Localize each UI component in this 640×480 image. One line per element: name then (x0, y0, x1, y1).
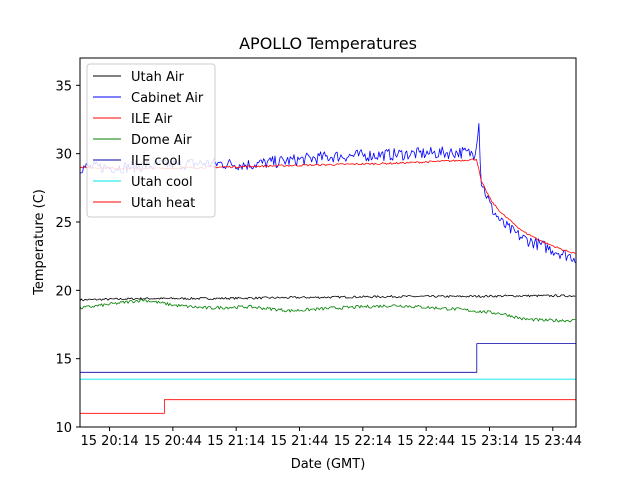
y-tick-label: 35 (55, 79, 72, 94)
legend-label: Utah Air (131, 70, 184, 85)
x-tick-label: 15 21:14 (207, 434, 265, 449)
y-tick-label: 30 (55, 148, 72, 163)
x-tick-label: 15 20:14 (80, 434, 138, 449)
x-tick-label: 15 23:44 (524, 434, 582, 449)
x-tick-label: 15 20:44 (144, 434, 202, 449)
series-line-utah-heat (80, 399, 576, 414)
series-line-ile-cool (80, 343, 576, 373)
chart-title: APOLLO Temperatures (239, 34, 417, 53)
legend-label: ILE cool (131, 154, 181, 169)
legend-label: ILE Air (131, 112, 173, 127)
legend-label: Dome Air (131, 133, 192, 148)
legend-label: Cabinet Air (131, 91, 204, 106)
y-axis-label: Temperature (C) (32, 189, 47, 296)
x-tick-label: 15 23:14 (460, 434, 518, 449)
legend-label: Utah heat (131, 196, 195, 211)
y-tick-label: 20 (55, 284, 72, 299)
x-tick-label: 15 22:14 (334, 434, 392, 449)
legend-box (86, 63, 216, 218)
y-tick-label: 15 (55, 353, 72, 368)
series-line-utah-air (79, 294, 576, 302)
legend: Utah Air Cabinet Air ILE Air Dome Air ILE co… (86, 63, 216, 218)
y-axis: 10 15 20 25 30 35 (55, 79, 80, 436)
x-axis: 15 20:14 15 20:44 15 21:14 15 21:44 15 22:14… (80, 427, 582, 449)
y-tick-label: 10 (55, 421, 72, 436)
series-line-dome-air (79, 298, 576, 323)
x-tick-label: 15 22:44 (397, 434, 455, 449)
y-tick-label: 25 (55, 216, 72, 231)
plot-frame (79, 57, 577, 428)
x-tick-label: 15 21:44 (270, 434, 328, 449)
legend-label: Utah cool (131, 175, 193, 190)
x-axis-label: Date (GMT) (291, 457, 366, 472)
